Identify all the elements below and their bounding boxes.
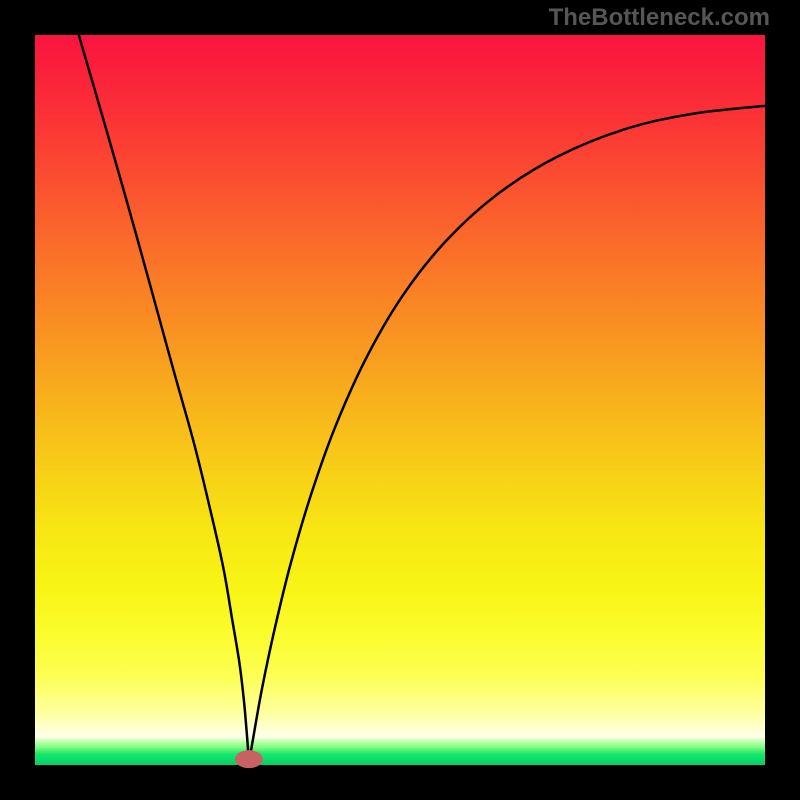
chart-svg <box>0 0 800 800</box>
chart-frame: TheBottleneck.com <box>0 0 800 800</box>
watermark-text: TheBottleneck.com <box>549 4 770 32</box>
plot-gradient-background <box>35 35 765 765</box>
minimum-marker <box>235 750 263 768</box>
